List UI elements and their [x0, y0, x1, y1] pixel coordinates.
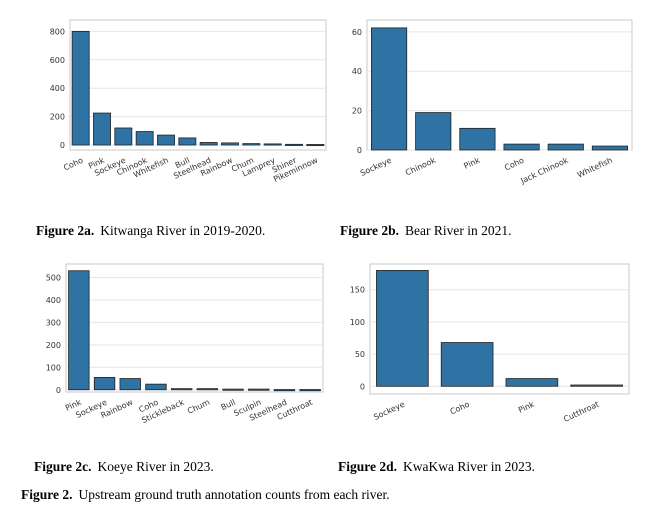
x-tick-label-sockeye: Sockeye [372, 400, 406, 422]
x-tick-label-chum: Chum [186, 398, 211, 416]
bar-stickleback [170, 388, 193, 391]
y-tick-label: 0 [60, 141, 65, 150]
caption-figure-2a: Figure 2a. Kitwanga River in 2019-2020. [36, 223, 265, 238]
y-tick-label: 20 [352, 107, 362, 116]
bar-rainbow [119, 378, 141, 391]
x-tick-label-coho: Coho [449, 400, 471, 417]
x-tick-label-coho: Coho [62, 156, 84, 173]
bar-coho [145, 383, 167, 391]
y-tick-label: 50 [355, 350, 365, 359]
bar-coho [440, 342, 494, 387]
bar-sockeye [376, 270, 429, 387]
y-tick-label: 100 [46, 363, 61, 372]
bar-chum [196, 388, 219, 391]
bar-sockeye [114, 127, 133, 146]
bar-bull [222, 388, 244, 391]
x-tick-label-sockeye: Sockeye [359, 156, 393, 178]
x-tick-label-pink: Pink [462, 156, 481, 171]
plot-frame [366, 19, 633, 151]
y-tick-label: 40 [352, 67, 362, 76]
bar-whitefish [591, 145, 628, 151]
bar-pink [93, 112, 111, 146]
plot-frame [65, 263, 324, 393]
y-tick-label: 200 [50, 113, 65, 122]
x-tick-label-chinook: Chinook [404, 156, 437, 178]
bar-cutthroat [299, 389, 321, 392]
y-tick-label: 100 [350, 318, 365, 327]
bar-pink [68, 270, 90, 391]
y-tick-label: 600 [50, 56, 65, 65]
y-tick-label: 0 [357, 146, 362, 155]
bar-chinook [415, 112, 452, 151]
bar-sockeye [371, 27, 408, 151]
bar-steelhead [273, 389, 296, 392]
bar-coho [503, 143, 540, 151]
bar-lamprey [263, 143, 282, 146]
bar-steelhead [199, 142, 218, 146]
y-tick-label: 300 [46, 318, 61, 327]
y-tick-label: 0 [56, 386, 61, 395]
bar-chinook [135, 131, 154, 146]
bar-chum [242, 143, 261, 146]
plot-frame [69, 19, 327, 151]
figure-caption: Figure 2. Upstream ground truth annotatio… [21, 487, 390, 502]
bar-pink [459, 127, 496, 151]
y-tick-label: 500 [46, 273, 61, 282]
x-tick-label-jack-chinook: Jack Chinook [518, 156, 569, 186]
bar-whitefish [157, 134, 175, 146]
y-tick-label: 400 [46, 296, 61, 305]
bar-rainbow [221, 142, 239, 146]
x-tick-label-coho: Coho [503, 156, 525, 173]
bar-sculpin [248, 388, 270, 391]
caption-figure-2c: Figure 2c. Koeye River in 2023. [34, 459, 214, 474]
bar-shiner [285, 143, 303, 146]
y-tick-label: 200 [46, 341, 61, 350]
x-tick-label-pink: Pink [517, 400, 536, 415]
x-tick-label-cutthroat: Cutthroat [562, 400, 600, 424]
y-tick-label: 800 [50, 27, 65, 36]
bar-jack-chinook [547, 143, 584, 151]
bar-cutthroat [570, 384, 623, 387]
bar-bull [178, 137, 197, 146]
bar-coho [71, 30, 90, 146]
bar-pink [505, 378, 559, 387]
y-tick-label: 400 [50, 84, 65, 93]
y-tick-label: 150 [350, 286, 365, 295]
bar-sockeye [93, 377, 116, 391]
x-tick-label-whitefish: Whitefish [576, 156, 614, 180]
chart-kwakwa: 0 50 100 150 Sockeye Coho Pink Cutthroat [350, 263, 630, 424]
y-tick-label: 0 [360, 382, 365, 391]
caption-figure-2b: Figure 2b. Bear River in 2021. [340, 223, 512, 238]
caption-figure-2d: Figure 2d. KwaKwa River in 2023. [338, 459, 535, 474]
y-tick-label: 60 [352, 28, 362, 37]
bar-pikeminnow [306, 144, 325, 147]
